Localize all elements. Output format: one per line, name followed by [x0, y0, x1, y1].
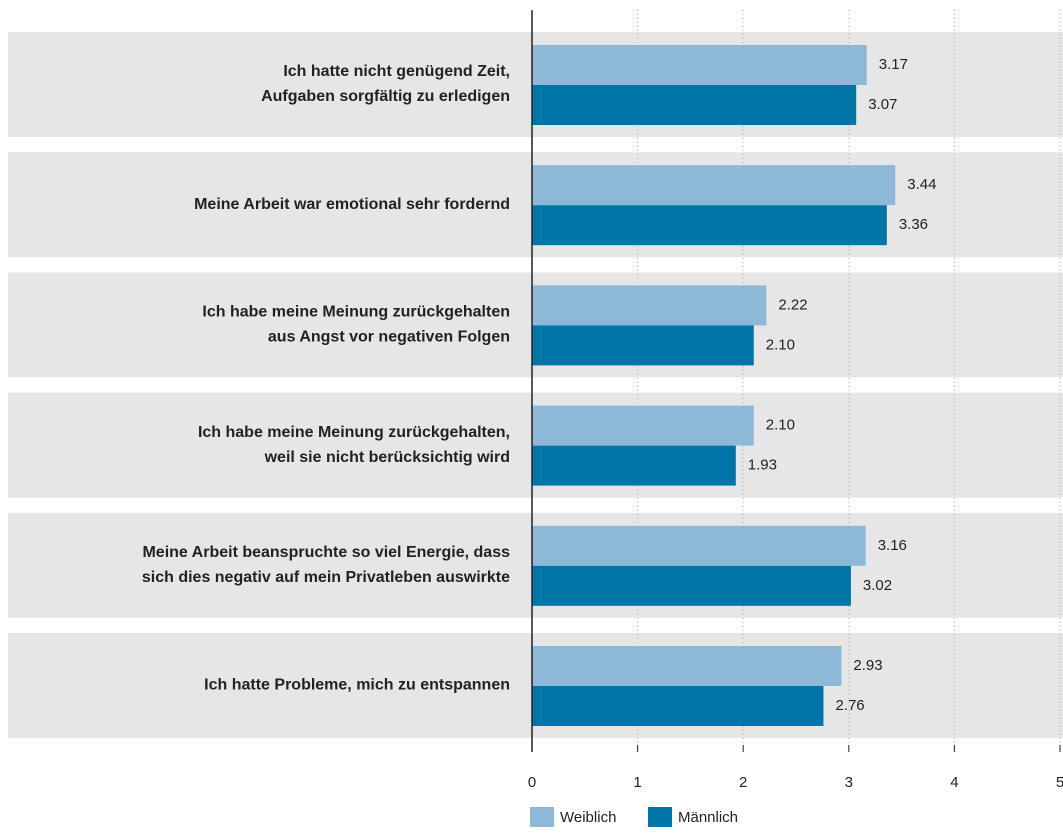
bar: [532, 646, 842, 686]
category-label: Aufgaben sorgfältig zu erledigen: [261, 88, 510, 105]
category-label: sich dies negativ auf mein Privatleben a…: [142, 569, 510, 586]
bar: [532, 85, 857, 125]
category-label: Meine Arbeit war emotional sehr fordernd: [194, 196, 510, 213]
x-tick-label: 5: [1056, 774, 1063, 791]
legend-swatch: [530, 807, 554, 827]
bar: [532, 525, 866, 566]
bar: [532, 445, 736, 486]
bar: [532, 45, 867, 85]
value-label: 3.17: [879, 56, 908, 73]
x-tick-label: 0: [528, 774, 536, 791]
value-label: 2.10: [766, 417, 795, 434]
value-label: 3.36: [899, 216, 928, 233]
category-label: Meine Arbeit beanspruchte so viel Energi…: [142, 544, 510, 561]
value-label: 2.93: [853, 657, 882, 674]
bar: [532, 405, 754, 446]
category-label: Ich hatte Probleme, mich zu entspannen: [204, 677, 510, 694]
value-label: 3.44: [907, 176, 936, 193]
x-tick-label: 1: [633, 774, 641, 791]
value-label: 2.76: [835, 697, 864, 714]
legend-label: Männlich: [678, 809, 738, 826]
category-label: weil sie nicht berücksichtig wird: [264, 449, 510, 466]
category-label: aus Angst vor negativen Folgen: [268, 329, 510, 346]
x-tick-label: 2: [739, 774, 747, 791]
value-label: 3.07: [868, 96, 897, 113]
bar: [532, 565, 851, 606]
value-label: 3.02: [863, 577, 892, 594]
bar: [532, 686, 824, 726]
bar: [532, 325, 754, 366]
x-tick-label: 4: [950, 774, 958, 791]
bar: [532, 285, 767, 326]
bar: [532, 165, 896, 206]
category-label: Ich habe meine Meinung zurückgehalten,: [198, 424, 510, 441]
bar: [532, 205, 887, 246]
legend-label: Weiblich: [560, 809, 616, 826]
category-label: Ich habe meine Meinung zurückgehalten: [202, 304, 510, 321]
category-label: Ich hatte nicht genügend Zeit,: [283, 63, 510, 80]
x-tick-label: 3: [845, 774, 853, 791]
value-label: 2.10: [766, 336, 795, 353]
value-label: 3.16: [878, 537, 907, 554]
legend-swatch: [648, 807, 672, 827]
value-label: 2.22: [778, 296, 807, 313]
value-label: 1.93: [748, 457, 777, 474]
